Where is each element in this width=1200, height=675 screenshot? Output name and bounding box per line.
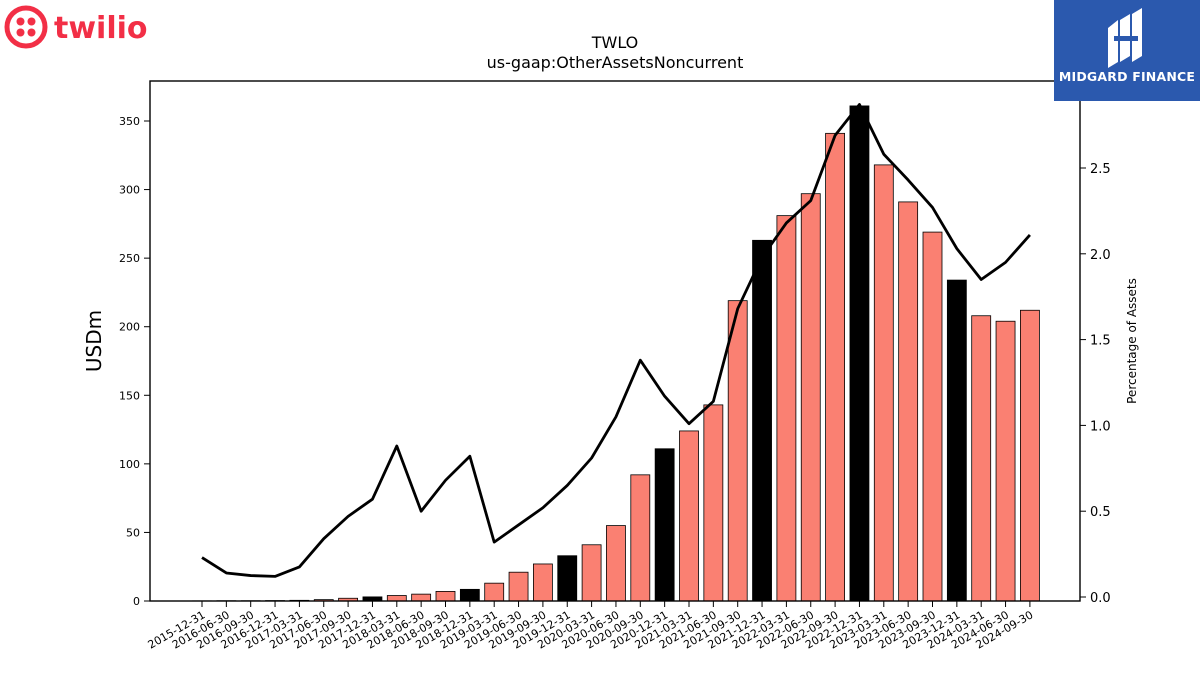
bar-2018-09-30 [435,591,456,602]
y-axis-label: USDm [82,310,106,372]
bar-2020-12-31 [654,448,675,602]
bar-2018-12-31 [459,588,480,602]
bar-2022-09-30 [825,132,845,602]
bar-2020-09-30 [630,474,651,602]
y-tick-label-350: 350 [119,115,140,128]
bar-2019-03-31 [484,582,505,602]
y2-tick-label-2.5: 2.5 [1090,162,1111,177]
bar-2020-06-30 [606,525,626,602]
bar-2022-12-31 [849,105,870,602]
y-tick-label-0: 0 [133,595,140,608]
y-tick-label-300: 300 [119,184,140,197]
bar-2022-03-31 [776,215,797,602]
twilio-logo-icon: twilio [4,5,148,49]
bar-2023-03-31 [873,164,894,602]
y2-tick-label-1.5: 1.5 [1090,334,1111,349]
bar-2023-06-30 [898,201,919,602]
bar-2024-09-30 [1020,309,1040,602]
bar-2018-03-31 [386,595,407,602]
bar-2021-12-31 [752,239,772,602]
bar-2019-12-31 [557,555,578,602]
bar-2021-03-31 [679,430,699,602]
y2-tick-label-1.0: 1.0 [1090,419,1111,434]
chart-title: TWLO [591,33,639,52]
y2-axis-label: Percentage of Assets [1125,278,1139,404]
bar-2019-09-30 [533,563,553,602]
twilio-logo: twilio [4,4,154,50]
y-tick-label-100: 100 [119,458,140,471]
bar-2024-06-30 [995,320,1016,602]
bar-2023-12-31 [946,279,967,602]
twilio-logo-text: twilio [54,11,148,46]
y2-tick-label-0.0: 0.0 [1090,591,1111,606]
y2-tick-label-0.5: 0.5 [1090,505,1111,520]
bar-2021-09-30 [727,300,748,602]
bar-2022-06-30 [800,193,821,602]
y-tick-label-200: 200 [119,321,140,334]
y2-tick-label-2.0: 2.0 [1090,248,1111,263]
plot-frame [149,80,1081,602]
bar-2019-06-30 [508,571,529,602]
midgard-finance-logo: MIDGARD FINANCE [1054,0,1200,101]
midgard-emblem-icon [1108,8,1142,68]
chart-subtitle: us-gaap:OtherAssetsNoncurrent [487,53,744,72]
bar-2018-06-30 [411,593,432,602]
bar-2021-06-30 [703,404,724,602]
bar-2024-03-31 [971,315,992,602]
bar-2023-09-30 [922,231,943,602]
percent-of-assets-line [201,103,1031,578]
y-tick-label-150: 150 [119,389,140,402]
bar-2020-03-31 [581,544,602,602]
y-tick-label-50: 50 [126,526,140,539]
y-tick-label-250: 250 [119,252,140,265]
midgard-finance-text: MIDGARD FINANCE [1058,69,1196,84]
